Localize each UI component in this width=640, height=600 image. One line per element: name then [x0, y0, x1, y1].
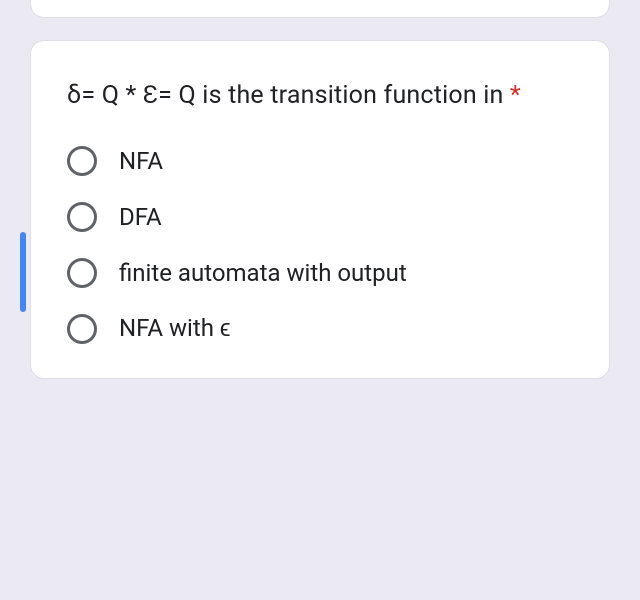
- option-label: NFA with ϵ: [119, 314, 231, 343]
- radio-icon: [67, 314, 97, 344]
- radio-icon: [67, 258, 97, 288]
- previous-card-edge: [30, 0, 610, 18]
- question-text: δ= Q * Ɛ= Q is the transition function i…: [67, 77, 573, 116]
- option-label: DFA: [119, 203, 162, 231]
- radio-icon: [67, 146, 97, 176]
- option-label: finite automata with output: [119, 259, 407, 287]
- options-list: NFA DFA finite automata with output NFA …: [67, 146, 573, 344]
- card-accent-bar: [20, 232, 26, 312]
- required-marker: *: [510, 81, 521, 110]
- radio-icon: [67, 202, 97, 232]
- option-dfa[interactable]: DFA: [67, 202, 573, 232]
- option-label: NFA: [119, 147, 163, 175]
- option-nfa-epsilon[interactable]: NFA with ϵ: [67, 314, 573, 344]
- option-nfa[interactable]: NFA: [67, 146, 573, 176]
- question-body: δ= Q * Ɛ= Q is the transition function i…: [67, 81, 510, 110]
- question-card: δ= Q * Ɛ= Q is the transition function i…: [30, 40, 610, 379]
- option-finite-automata-output[interactable]: finite automata with output: [67, 258, 573, 288]
